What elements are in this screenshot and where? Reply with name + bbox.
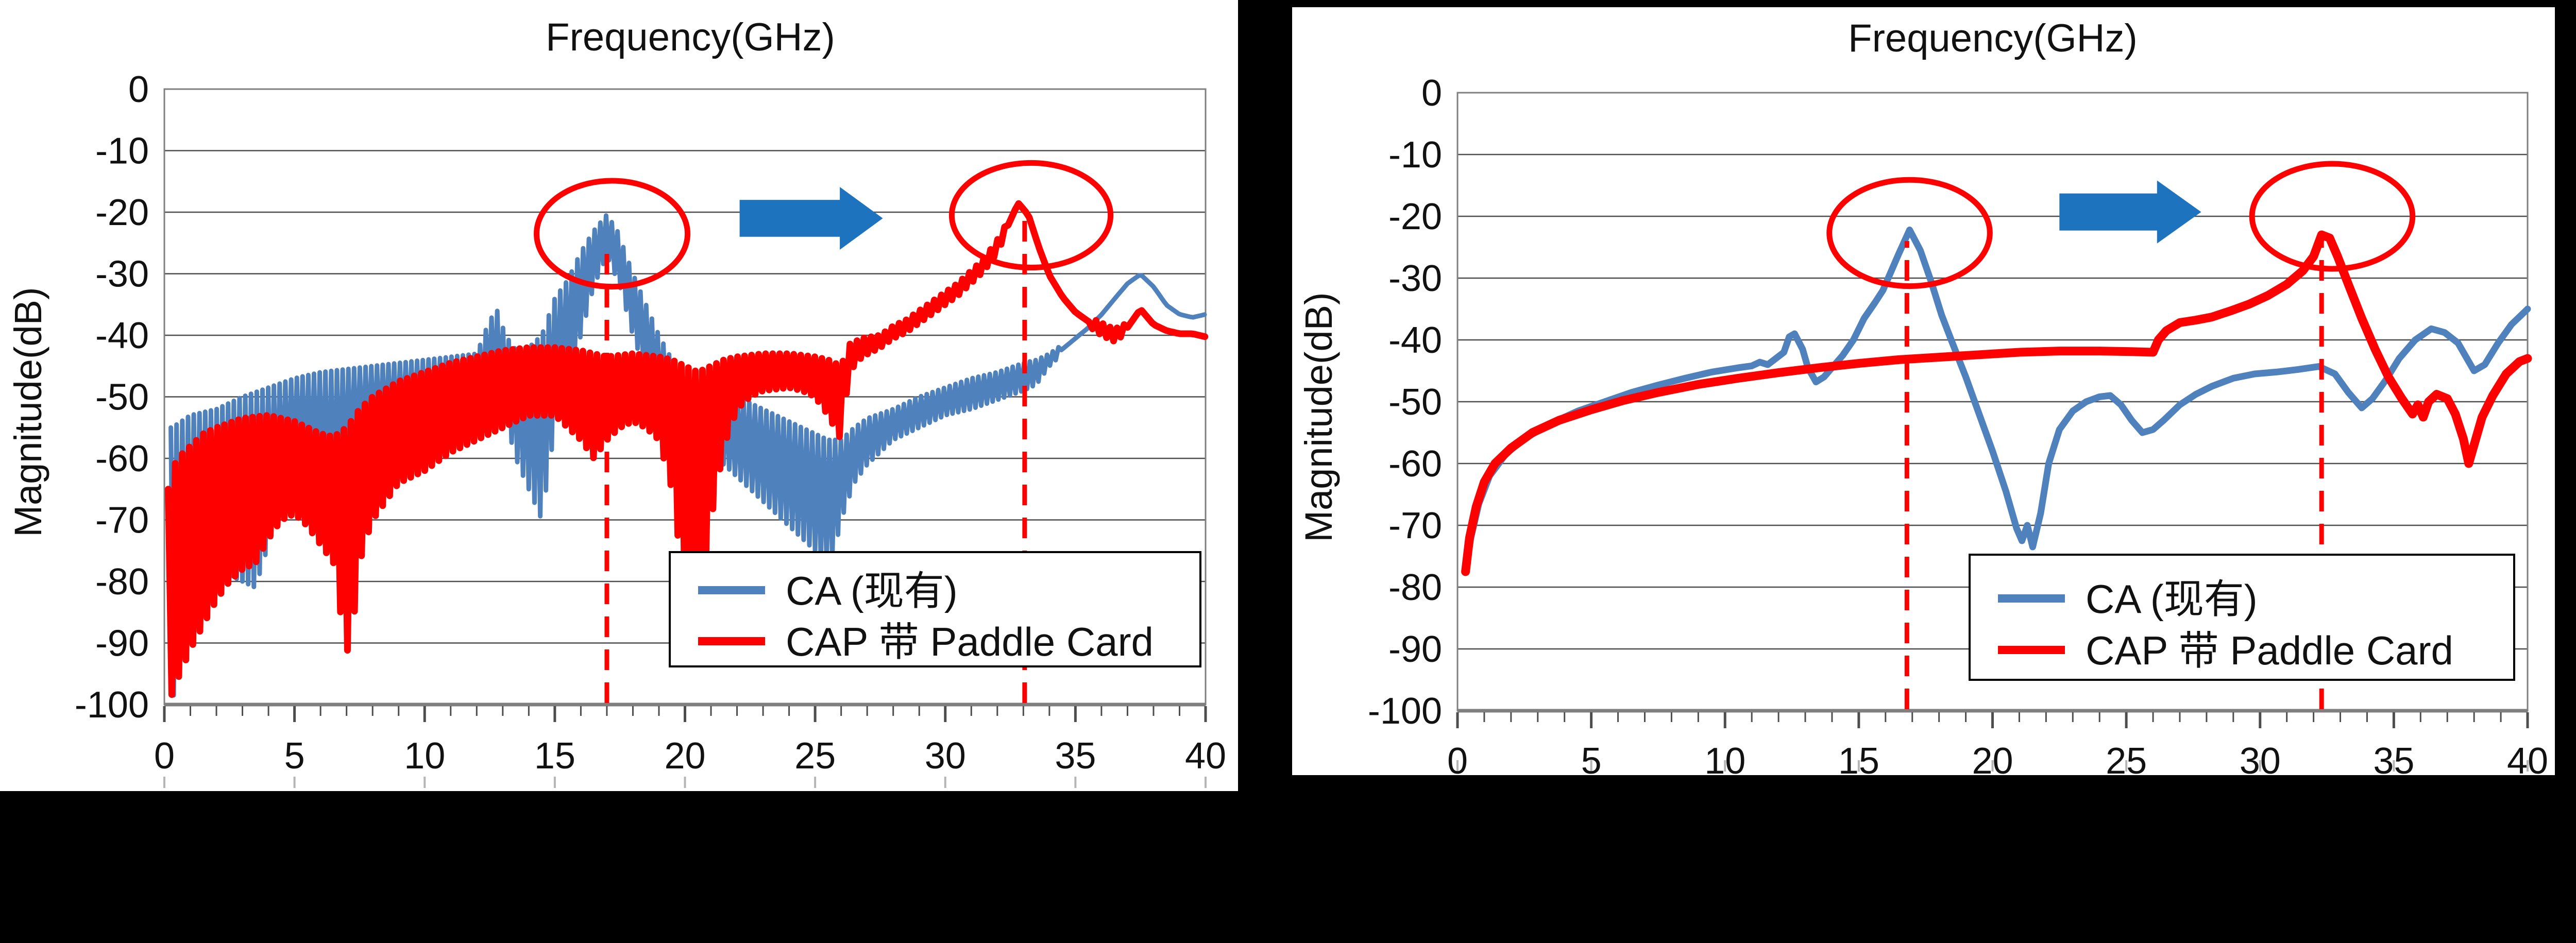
series-line-0 bbox=[1462, 226, 2531, 575]
x-tick-label: 25 bbox=[2106, 741, 2147, 775]
highlight-ellipse bbox=[1826, 177, 1993, 289]
y-tick-label: -20 bbox=[95, 192, 149, 233]
y-tick-label: -100 bbox=[75, 684, 149, 726]
y-tick-label: -10 bbox=[1388, 134, 1442, 176]
x-tick-label: 20 bbox=[664, 735, 705, 777]
chart2-title: Frequency(GHz) bbox=[1848, 16, 2138, 60]
y-tick-label: -80 bbox=[95, 561, 149, 603]
x-tick-label: 35 bbox=[2373, 741, 2414, 775]
chart2-legend-box bbox=[1969, 554, 2515, 681]
y-tick-label: -30 bbox=[95, 254, 149, 295]
chart1-title: Frequency(GHz) bbox=[546, 15, 835, 59]
y-tick-label: -50 bbox=[1388, 382, 1442, 423]
series-line-1 bbox=[165, 200, 1209, 698]
y-tick-label: -20 bbox=[1388, 196, 1442, 237]
shift-arrow-icon bbox=[2059, 180, 2201, 244]
x-tick-label: 25 bbox=[794, 735, 836, 777]
x-tick-label: 0 bbox=[1447, 741, 1468, 775]
chart1-legend: CA (现有) CAP 带 Paddle Card bbox=[669, 551, 1201, 667]
y-tick-label: -50 bbox=[95, 377, 149, 418]
x-tick-label: 0 bbox=[154, 735, 175, 777]
x-tick-label: 40 bbox=[1185, 735, 1226, 777]
highlight-ellipse bbox=[534, 178, 691, 290]
y-tick-label: -100 bbox=[1368, 691, 1442, 732]
x-tick-label: 15 bbox=[1838, 741, 1879, 775]
chart1-legend-label-ca: CA (现有) bbox=[786, 568, 958, 613]
chart1-panel: 0 -10 -20 -30 -40 -50 -60 -70 -80 -90 -100 0 5 10 15 20… bbox=[0, 0, 1238, 791]
y-tick-label: 0 bbox=[1421, 73, 1442, 114]
y-tick-label: -10 bbox=[95, 131, 149, 172]
chart2-legend-label-ca: CA (现有) bbox=[2086, 576, 2258, 622]
x-tick-label: 10 bbox=[1704, 741, 1745, 775]
x-tick-label: 5 bbox=[1581, 741, 1602, 775]
series-line-1 bbox=[1461, 230, 2532, 576]
y-tick-label: -90 bbox=[1388, 629, 1442, 670]
y-tick-label: -70 bbox=[1388, 505, 1442, 546]
y-tick-label: -60 bbox=[1388, 443, 1442, 485]
y-tick-label: -40 bbox=[1388, 320, 1442, 361]
y-tick-label: -70 bbox=[95, 500, 149, 541]
x-tick-label: 5 bbox=[284, 735, 305, 777]
chart2-legend: CA (现有) CAP 带 Paddle Card bbox=[1969, 554, 2515, 681]
y-tick-label: -30 bbox=[1388, 258, 1442, 299]
chart2-panel: 0 -10 -20 -30 -40 -50 -60 -70 -80 -90 -100 0 5 10 15 20… bbox=[1292, 7, 2555, 775]
y-tick-label: 0 bbox=[128, 69, 149, 110]
x-tick-label: 30 bbox=[925, 735, 966, 777]
chart1-legend-box bbox=[669, 551, 1201, 667]
y-tick-label: -40 bbox=[95, 315, 149, 356]
shift-arrow-icon bbox=[739, 187, 883, 250]
chart1-legend-label-cap: CAP 带 Paddle Card bbox=[786, 619, 1154, 664]
x-tick-label: 20 bbox=[1972, 741, 2013, 775]
y-tick-label: -90 bbox=[95, 623, 149, 664]
y-tick-label: -80 bbox=[1388, 567, 1442, 608]
x-tick-label: 15 bbox=[534, 735, 575, 777]
highlight-ellipse bbox=[2249, 161, 2416, 272]
x-tick-label: 40 bbox=[2507, 741, 2548, 775]
chart2-y-axis-label: Magnitude(dB) bbox=[1297, 292, 1340, 542]
y-tick-label: -60 bbox=[95, 438, 149, 479]
chart1-y-axis-label: Magnitude(dB) bbox=[7, 287, 49, 537]
x-tick-label: 30 bbox=[2240, 741, 2281, 775]
x-tick-label: 35 bbox=[1055, 735, 1096, 777]
chart2-legend-label-cap: CAP 带 Paddle Card bbox=[2086, 628, 2453, 673]
highlight-ellipse bbox=[948, 160, 1114, 271]
x-tick-label: 10 bbox=[404, 735, 445, 777]
